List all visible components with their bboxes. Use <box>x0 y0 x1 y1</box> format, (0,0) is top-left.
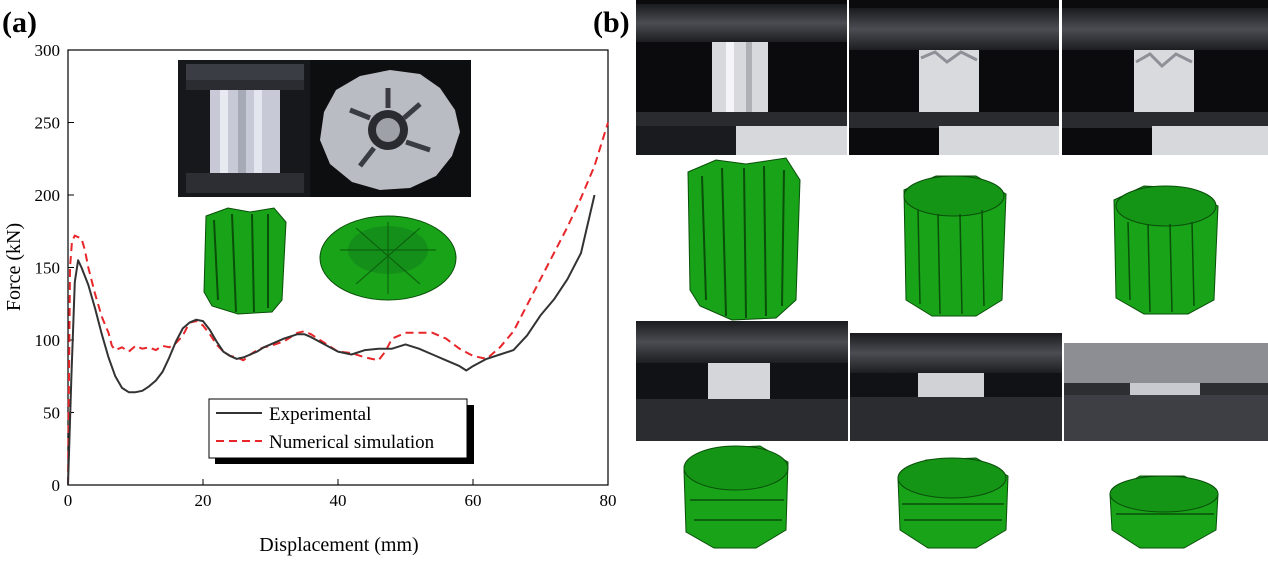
crushed-specimen-photo <box>311 60 471 197</box>
y-tick-label: 50 <box>43 404 60 423</box>
x-tick-label: 80 <box>600 491 617 510</box>
chart-axes: 0 20 40 60 80 0 50 100 150 200 250 300 <box>35 41 617 510</box>
y-tick-label: 0 <box>52 476 61 495</box>
legend-label-experimental: Experimental <box>269 404 371 425</box>
y-tick-label: 150 <box>35 259 61 278</box>
chart-legend: Experimental Numerical simulation <box>208 398 474 464</box>
y-axis-label: Force (kN) <box>3 223 25 311</box>
fea-initial-model <box>203 207 287 315</box>
fea-model-3 <box>1113 185 1219 315</box>
inset-experiment-photo <box>178 60 471 197</box>
x-tick-label: 60 <box>465 491 482 510</box>
panel-b-grid <box>636 0 1268 559</box>
x-tick-label: 40 <box>330 491 347 510</box>
fea-model-6 <box>1109 475 1219 549</box>
panel-label-a: (a) <box>2 6 37 39</box>
y-tick-label: 200 <box>35 186 61 205</box>
fea-crushed-model <box>319 215 457 301</box>
panel-b-svg <box>636 0 1268 549</box>
fea-row-2 <box>683 445 1219 549</box>
photo-1-1 <box>636 0 847 155</box>
y-tick-label: 100 <box>35 331 61 350</box>
fea-model-1 <box>687 157 801 321</box>
photo-2-1 <box>636 321 848 441</box>
press-specimen-photo <box>178 60 310 197</box>
fea-model-5 <box>897 457 1009 549</box>
photo-row-1 <box>636 0 1268 155</box>
legend-label-numerical: Numerical simulation <box>269 432 435 453</box>
fea-model-4 <box>683 445 789 549</box>
photo-row-2 <box>636 321 1268 441</box>
x-tick-label: 0 <box>64 491 73 510</box>
fea-model-2 <box>903 175 1007 317</box>
photo-1-3 <box>1062 0 1268 155</box>
x-axis-label: Displacement (mm) <box>259 534 418 556</box>
series-experimental-line <box>67 194 596 486</box>
photo-2-2 <box>850 333 1062 441</box>
panel-label-b: (b) <box>593 6 630 39</box>
y-tick-label: 250 <box>35 114 61 133</box>
photo-1-2 <box>849 0 1059 155</box>
x-tick-label: 20 <box>195 491 212 510</box>
photo-2-3 <box>1064 343 1268 441</box>
series-group <box>67 122 609 486</box>
fea-row-1 <box>687 157 1219 321</box>
y-tick-label: 300 <box>35 41 61 60</box>
force-displacement-chart: 0 20 40 60 80 0 50 100 150 200 250 300 <box>3 41 617 556</box>
series-numerical-line <box>67 122 609 486</box>
